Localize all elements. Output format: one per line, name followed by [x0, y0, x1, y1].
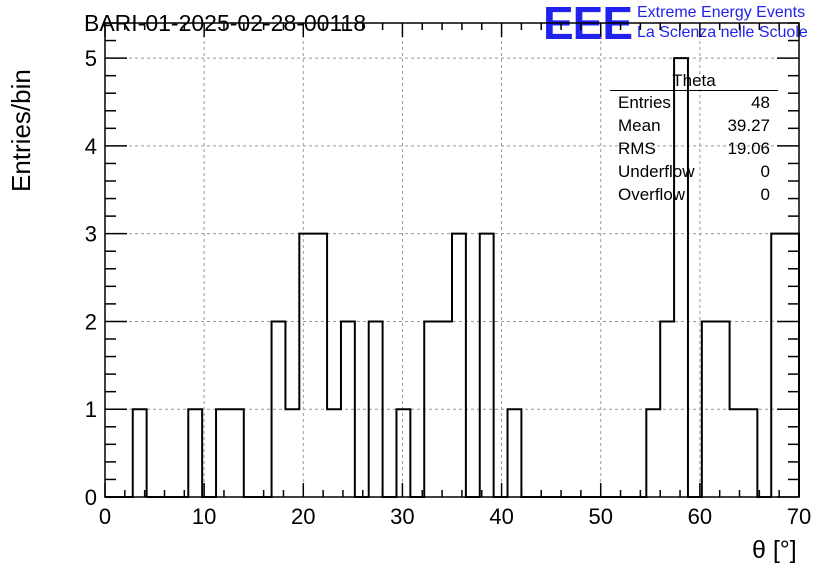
- histogram-bin: [216, 409, 230, 497]
- histogram-bin: [452, 234, 466, 497]
- histogram-bin: [327, 409, 341, 497]
- stats-label: Underflow: [618, 162, 695, 181]
- y-tick-label: 5: [85, 46, 97, 71]
- histogram-bin: [188, 409, 202, 497]
- histogram-bin: [508, 409, 522, 497]
- y-tick-label: 3: [85, 222, 97, 247]
- x-tick-label: 10: [192, 504, 216, 529]
- histogram-bin: [133, 409, 147, 497]
- histogram-bin: [299, 234, 313, 497]
- x-tick-label: 50: [588, 504, 612, 529]
- x-tick-label: 60: [688, 504, 712, 529]
- x-tick-label: 40: [489, 504, 513, 529]
- stats-value: 0: [760, 162, 770, 181]
- stats-box: Theta Entries 48 Mean 39.27 RMS 19.06 Un…: [610, 70, 778, 206]
- x-tick-label: 20: [291, 504, 315, 529]
- histogram-bin: [646, 409, 660, 497]
- stats-label: Entries: [618, 93, 671, 112]
- histogram-outline: [105, 57, 800, 498]
- tick-labels: 0 10 20 30 40 50 60 70 0 1 2 3 4 5: [85, 46, 811, 529]
- plot-frame: [104, 22, 800, 498]
- x-tick-label: 0: [99, 504, 111, 529]
- histogram-bin: [785, 234, 799, 497]
- histogram-bin: [743, 409, 757, 497]
- histogram-bin: [480, 234, 494, 497]
- stats-row-entries: Entries 48: [610, 91, 778, 114]
- stats-row-underflow: Underflow 0: [610, 160, 778, 183]
- stats-value: 48: [751, 93, 770, 112]
- x-axis-label: θ [°]: [752, 536, 797, 564]
- stats-title: Theta: [610, 70, 778, 91]
- y-tick-label: 2: [85, 309, 97, 334]
- stats-label: Overflow: [618, 185, 686, 204]
- histogram: [105, 57, 800, 498]
- axis-ticks: [104, 22, 800, 498]
- y-tick-label: 0: [85, 485, 97, 510]
- stats-value: 39.27: [727, 116, 770, 135]
- histogram-bin: [771, 234, 785, 497]
- stats-label: Mean: [618, 116, 661, 135]
- plot-border: [104, 22, 800, 498]
- histogram-bin: [313, 234, 327, 497]
- stats-row-overflow: Overflow 0: [610, 183, 778, 206]
- histogram-bin: [230, 409, 244, 497]
- histogram-bin: [285, 409, 299, 497]
- stats-row-rms: RMS 19.06: [610, 137, 778, 160]
- x-tick-label: 30: [390, 504, 414, 529]
- stats-row-mean: Mean 39.27: [610, 114, 778, 137]
- stats-value: 0: [760, 185, 770, 204]
- y-tick-label: 1: [85, 397, 97, 422]
- stats-label: RMS: [618, 139, 656, 158]
- histogram-bin: [730, 409, 744, 497]
- x-tick-label: 70: [787, 504, 811, 529]
- stats-value: 19.06: [727, 139, 770, 158]
- y-tick-label: 4: [85, 134, 97, 159]
- logo-line-1: Extreme Energy Events: [637, 4, 806, 21]
- histogram-bin: [396, 409, 410, 497]
